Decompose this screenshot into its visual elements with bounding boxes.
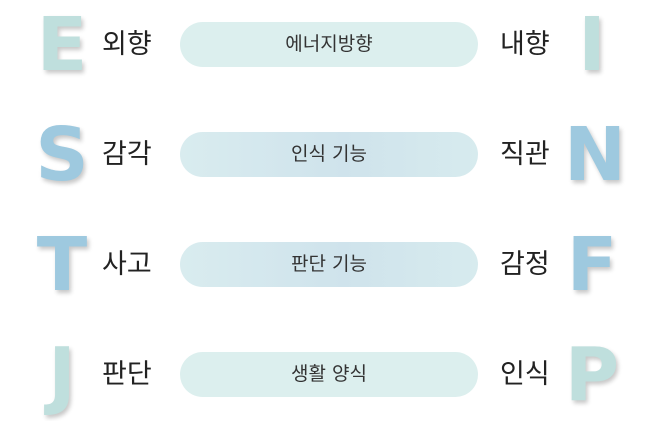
dimension-pill-judgment: 판단 기능: [180, 242, 478, 287]
dimension-row-judgment: T 사고 판단 기능 감정 F: [0, 220, 654, 310]
letter-t: T: [36, 222, 88, 308]
trait-judging: 판단: [102, 359, 152, 390]
dimension-row-energy: E 외향 에너지방향 내향 I: [0, 0, 654, 90]
letter-n: N: [564, 112, 626, 198]
letter-p: P: [564, 332, 620, 418]
trait-extraversion: 외향: [102, 29, 152, 60]
trait-feeling: 감정: [500, 249, 550, 280]
letter-s: S: [35, 112, 89, 198]
trait-perceiving: 인식: [500, 359, 550, 390]
trait-intuition: 직관: [500, 139, 550, 170]
trait-thinking: 사고: [102, 249, 152, 280]
dimension-row-lifestyle: J 판단 생활 양식 인식 P: [0, 330, 654, 420]
letter-i: I: [578, 2, 606, 88]
dimension-pill-energy: 에너지방향: [180, 22, 478, 67]
trait-sensing: 감각: [102, 139, 152, 170]
dimension-pill-lifestyle: 생활 양식: [180, 352, 478, 397]
dimension-row-perception: S 감각 인식 기능 직관 N: [0, 110, 654, 200]
trait-introversion: 내향: [500, 29, 550, 60]
letter-e: E: [36, 2, 88, 88]
letter-f: F: [566, 222, 618, 308]
letter-j: J: [48, 332, 76, 418]
dimension-pill-perception: 인식 기능: [180, 132, 478, 177]
